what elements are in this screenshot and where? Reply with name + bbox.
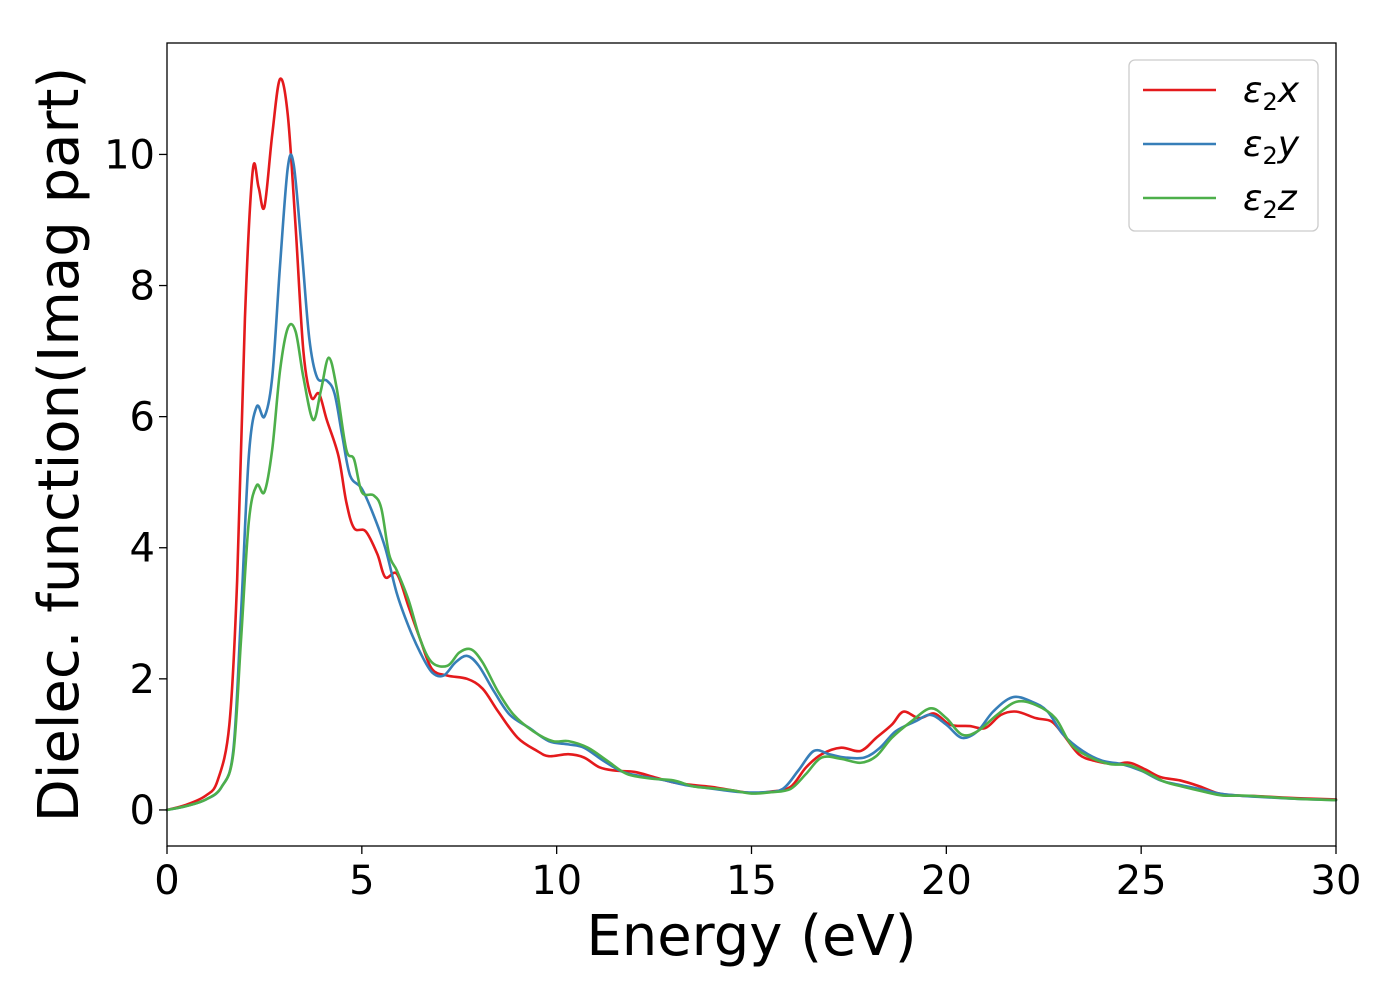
y-tick-label: 10 <box>104 132 155 178</box>
x-tick-label: 30 <box>1311 858 1362 904</box>
y-tick-label: 6 <box>130 395 155 441</box>
y-tick-label: 2 <box>130 657 155 703</box>
x-tick-label: 15 <box>726 858 777 904</box>
y-tick-label: 0 <box>130 788 155 834</box>
x-tick-label: 25 <box>1116 858 1167 904</box>
x-tick-label: 20 <box>921 858 972 904</box>
y-axis-ticks: 0 2 4 6 8 10 <box>104 132 167 834</box>
series-layer <box>165 77 1338 812</box>
y-axis-title: Dielec. function(Imag part) <box>27 67 92 823</box>
legend-box <box>1128 59 1319 232</box>
x-axis-ticks: 0 5 10 15 20 25 30 <box>154 846 1361 904</box>
x-tick-label: 10 <box>531 858 582 904</box>
x-axis-title: Energy (eV) <box>586 904 916 969</box>
legend-label-y: ε2y <box>1243 124 1300 170</box>
y-tick-label: 4 <box>130 526 155 572</box>
y-tick-label: 8 <box>130 264 155 310</box>
legend-label-z: ε2z <box>1243 178 1298 224</box>
series-line-z <box>165 322 1338 812</box>
legend: ε2x ε2y ε2z <box>1128 59 1319 232</box>
x-tick-label: 5 <box>349 858 374 904</box>
x-tick-label: 0 <box>154 858 179 904</box>
legend-label-x: ε2x <box>1243 70 1300 116</box>
